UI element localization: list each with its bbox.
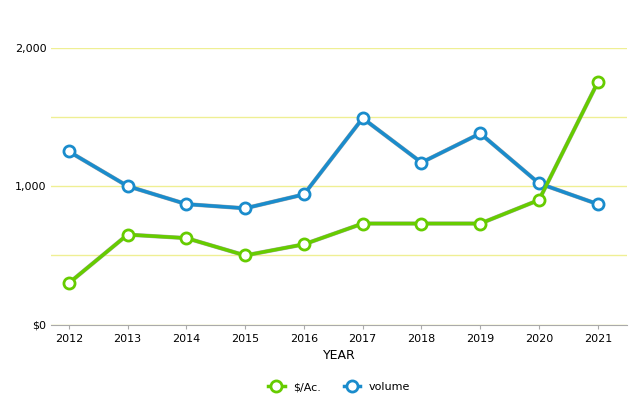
$/Ac. (300, 242, 308, 247)
Legend: $/Ac., volume: $/Ac., volume (264, 377, 415, 396)
Line: $/Ac.: $/Ac. (63, 76, 604, 289)
$/Ac. (535, 198, 543, 202)
$/Ac. (182, 236, 190, 240)
$/Ac. (359, 221, 367, 226)
X-axis label: YEAR: YEAR (323, 349, 356, 362)
$/Ac. (476, 221, 484, 226)
Line: volume: volume (63, 112, 604, 214)
volume (300, 192, 308, 197)
$/Ac. (65, 281, 73, 286)
volume (535, 181, 543, 186)
volume (124, 184, 131, 188)
volume (182, 202, 190, 206)
volume (476, 131, 484, 136)
$/Ac. (241, 253, 249, 258)
volume (418, 160, 426, 165)
$/Ac. (124, 232, 131, 237)
volume (241, 206, 249, 211)
$/Ac. (594, 80, 602, 84)
Text: REGION 2 LAND PRICE OVERVIEW (Median Size 6,500 - 12,500 Acres): REGION 2 LAND PRICE OVERVIEW (Median Siz… (78, 17, 562, 30)
volume (594, 202, 602, 206)
volume (65, 149, 73, 154)
volume (359, 116, 367, 120)
$/Ac. (418, 221, 426, 226)
